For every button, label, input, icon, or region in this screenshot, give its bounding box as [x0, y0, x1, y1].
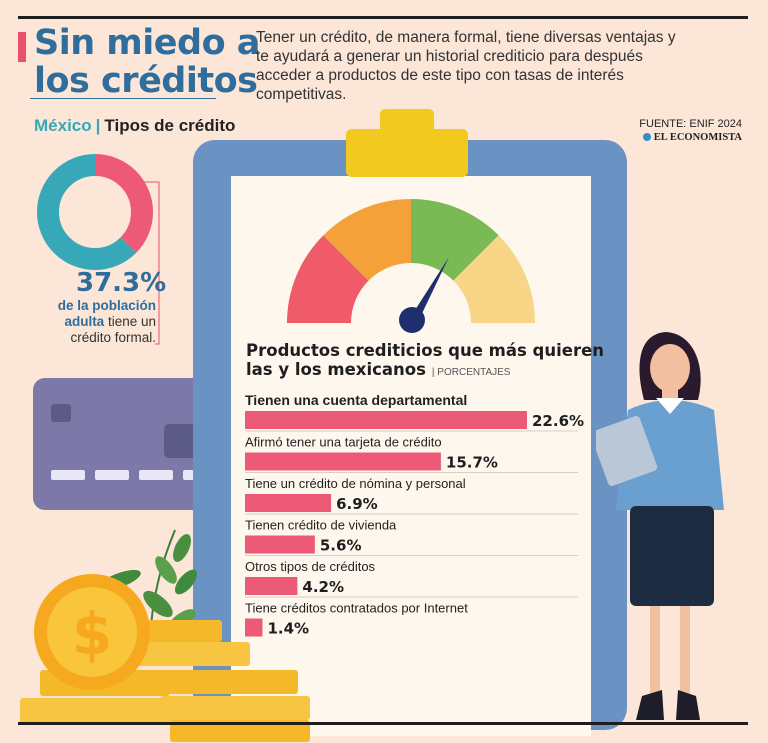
bar-value-label: 22.6%: [532, 412, 584, 430]
card-chip-small: [51, 404, 71, 422]
bar-value-label: 6.9%: [336, 495, 378, 513]
summary-desc-bold: de la población adulta: [57, 298, 156, 329]
bar-category-label: Tienen una cuenta departamental: [245, 392, 467, 408]
bottom-rule: [18, 722, 748, 725]
bar-value-label: 1.4%: [267, 620, 309, 638]
chart-title-line-1: Productos crediticios que más quieren: [246, 341, 605, 360]
section-subtitle: México | Tipos de crédito: [34, 116, 235, 136]
gauge-hub: [399, 307, 425, 333]
bar-category-label: Tiene un crédito de nómina y personal: [245, 476, 466, 491]
bar: [245, 411, 527, 429]
bar-chart: Tienen una cuenta departamental 22.6% Afir…: [245, 392, 584, 638]
donut-leader-line: [143, 181, 160, 345]
title-line-2: los créditos: [34, 61, 258, 101]
title-accent: [18, 32, 26, 62]
svg-text:$: $: [72, 600, 112, 668]
coins-illustration: $: [20, 529, 310, 742]
clipboard-clip: [346, 129, 468, 177]
bar: [245, 535, 315, 554]
bar-category-label: Tiene créditos contratados por Internet: [245, 601, 468, 616]
gauge-segment-0: [287, 235, 369, 323]
card-number-block: [95, 470, 129, 480]
bar-category-label: Otros tipos de créditos: [245, 559, 376, 574]
donut-chart: [37, 154, 153, 270]
gauge-segment-3: [453, 235, 535, 323]
card-number-block: [51, 470, 85, 480]
bar-category-label: Afirmó tener una tarjeta de crédito: [245, 435, 442, 450]
summary-percent: 37.3%: [76, 268, 167, 298]
subtitle-separator: |: [95, 116, 101, 135]
page-title: Sin miedo a los créditos: [34, 24, 260, 100]
brand-text: EL ECONOMISTA: [653, 132, 742, 143]
bar: [245, 452, 441, 471]
bar: [245, 618, 263, 637]
bar: [245, 577, 298, 595]
summary-description: de la población adulta tiene un crédito …: [40, 298, 156, 346]
subtitle-country: México: [34, 116, 92, 135]
brand-icon: [642, 133, 651, 141]
subtitle-topic: Tipos de crédito: [104, 116, 236, 135]
title-underline: [30, 98, 216, 99]
gauge-segment-1: [323, 199, 411, 281]
source-label: FUENTE: ENIF 2024: [639, 118, 742, 130]
bar-value-label: 5.6%: [320, 537, 362, 555]
top-rule: [18, 16, 748, 19]
chart-title: Productos crediticios que más quieren la…: [246, 341, 604, 382]
gauge-illustration: [287, 199, 535, 333]
chart-title-line-2: las y los mexicanos | PORCENTAJES: [246, 360, 604, 382]
chart-unit: | PORCENTAJES: [431, 367, 511, 378]
bar-value-label: 4.2%: [302, 578, 344, 596]
bar-category-label: Tienen crédito de vivienda: [245, 518, 397, 533]
bar-value-label: 15.7%: [446, 454, 498, 472]
intro-text: Tener un crédito, de manera formal, tien…: [256, 29, 676, 103]
donut-slice-1: [37, 154, 153, 270]
card-number-block: [139, 470, 173, 480]
brand-logo: EL ECONOMISTA: [642, 132, 742, 143]
bar: [245, 494, 332, 512]
chart-title-line-2-text: las y los mexicanos: [246, 360, 426, 379]
title-line-1: Sin miedo a: [34, 23, 260, 63]
gauge-segment-2: [411, 199, 499, 281]
summary-desc-rest: tiene un crédito formal.: [70, 314, 156, 345]
woman-illustration: [596, 332, 724, 720]
dollar-coin-icon: $: [34, 574, 150, 690]
